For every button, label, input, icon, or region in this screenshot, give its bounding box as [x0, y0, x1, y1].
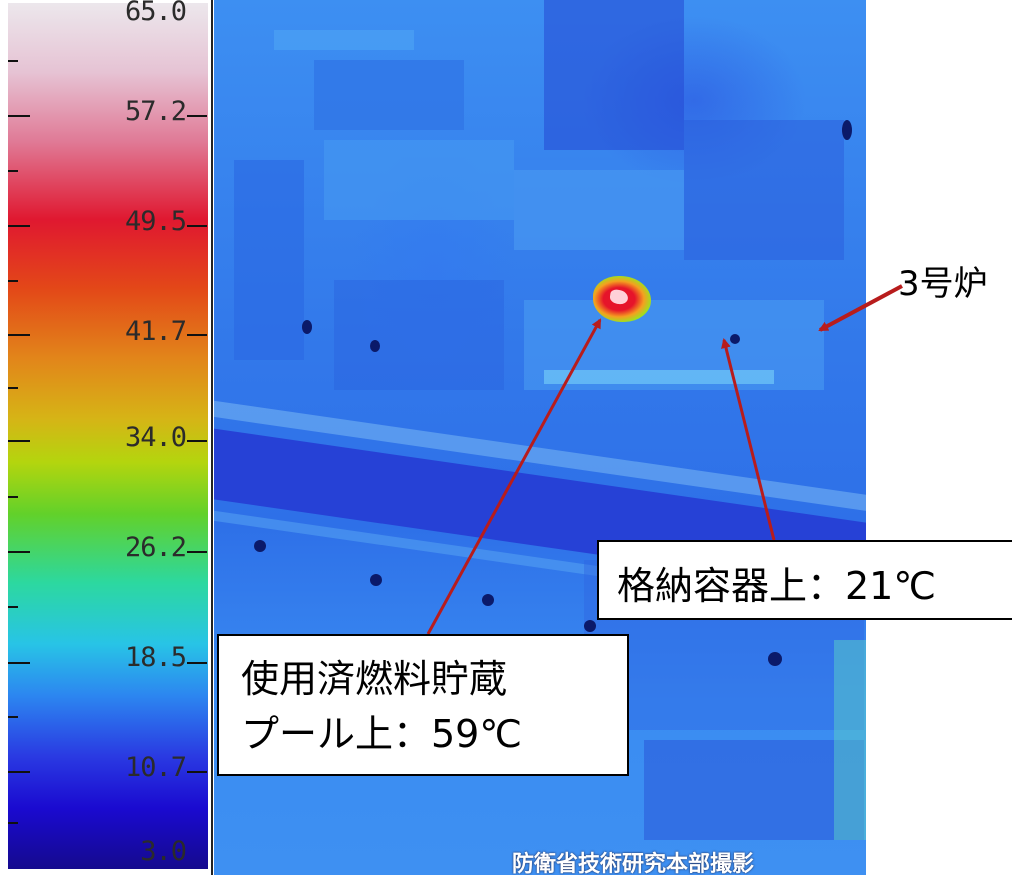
scale-label: 26.2	[124, 532, 187, 563]
scale-label-min: 3.0	[140, 836, 187, 867]
dark-spot	[370, 340, 380, 352]
dark-spot	[370, 574, 382, 586]
scale-tick	[187, 662, 207, 664]
reactor-label: 3号炉	[898, 264, 988, 304]
scale-tick	[187, 771, 207, 773]
building-block	[334, 280, 504, 390]
building-block	[684, 120, 844, 260]
scale-minor-tick	[8, 496, 18, 498]
dark-spot	[768, 652, 782, 666]
pool-label-box: 使用済燃料貯蔵 プール上：59℃	[217, 634, 629, 776]
scale-label: 10.7	[124, 752, 187, 783]
scale-label: 49.5	[124, 206, 187, 237]
scale-tick	[8, 440, 30, 442]
dark-spot	[254, 540, 266, 552]
dark-spot	[584, 620, 596, 632]
scale-minor-tick	[8, 280, 18, 282]
scale-tick	[8, 334, 30, 336]
scale-tick	[187, 440, 207, 442]
scale-minor-tick	[8, 60, 18, 62]
scale-tick	[187, 225, 207, 227]
building-block	[544, 0, 684, 150]
pool-label-line1: 使用済燃料貯蔵	[241, 657, 508, 701]
container-label: 格納容器上：21℃	[617, 564, 937, 608]
scale-tick	[8, 551, 30, 553]
scale-tick	[8, 662, 30, 664]
scale-label: 57.2	[124, 96, 187, 127]
building-block	[234, 160, 304, 360]
dark-spot	[482, 594, 494, 606]
building-block	[324, 140, 514, 220]
scale-tick	[187, 551, 207, 553]
scale-minor-tick	[8, 170, 18, 172]
scale-tick	[8, 115, 30, 117]
building-block	[644, 740, 864, 840]
photo-credit: 防衛省技術研究本部撮影	[512, 852, 755, 875]
building-block	[314, 60, 464, 130]
dark-spot	[842, 120, 852, 140]
dark-spot	[302, 320, 312, 334]
scale-minor-tick	[8, 716, 18, 718]
scale-tick	[187, 334, 207, 336]
building-block	[834, 640, 866, 840]
container-label-box: 格納容器上：21℃	[597, 540, 1012, 620]
scale-tick	[8, 225, 30, 227]
building-block	[274, 30, 414, 50]
building-block	[544, 370, 774, 384]
color-gradient-bar	[8, 3, 208, 869]
building-block	[514, 170, 684, 250]
dark-spot	[730, 334, 740, 344]
scale-minor-tick	[8, 822, 18, 824]
scale-label: 18.5	[124, 642, 187, 673]
pool-label-line2: プール上：59℃	[241, 712, 523, 756]
scale-tick	[187, 115, 207, 117]
scale-minor-tick	[8, 606, 18, 608]
scale-label: 41.7	[124, 316, 187, 347]
scale-tick	[8, 771, 30, 773]
temperature-color-scale: 65.0 57.2 49.5 41.7 34.0 26.2 18.5 10.7 …	[0, 0, 213, 875]
scale-label: 34.0	[124, 422, 187, 453]
scale-minor-tick	[8, 387, 18, 389]
scale-label-max: 65.0	[124, 0, 187, 27]
